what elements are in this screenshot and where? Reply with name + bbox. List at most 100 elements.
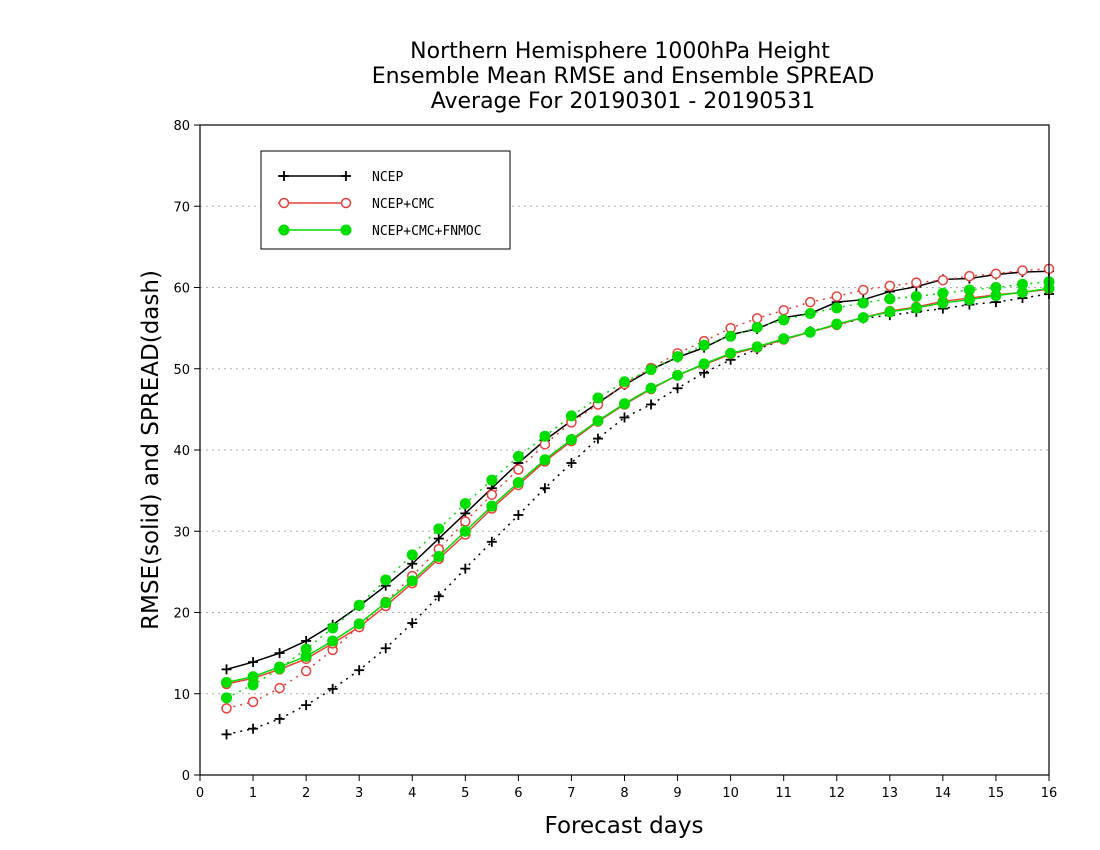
filled-circle-marker (619, 376, 630, 388)
filled-circle-marker (857, 297, 869, 309)
y-tick-label: 80 (173, 119, 190, 134)
series-ncep-cmc-rmse-line (226, 288, 1050, 685)
filled-circle-marker (353, 618, 365, 630)
x-tick-label: 14 (935, 786, 952, 801)
open-circle-marker (831, 291, 842, 302)
filled-circle-marker (274, 661, 286, 673)
filled-circle-marker (831, 318, 843, 330)
plus-marker (539, 483, 550, 494)
x-tick-label: 1 (249, 786, 257, 801)
filled-circle-marker (300, 650, 312, 662)
plus-marker (672, 383, 683, 394)
filled-circle-marker (672, 351, 684, 363)
plus-marker (274, 713, 285, 724)
filled-circle-marker (963, 294, 975, 306)
plus-marker (221, 729, 232, 740)
series-ncep-rmse-line (226, 270, 1050, 671)
open-circle-marker (460, 516, 471, 527)
filled-circle-marker (340, 224, 352, 236)
open-circle-marker (300, 665, 312, 677)
plus-marker (221, 664, 232, 675)
y-tick-label: 60 (173, 282, 190, 297)
plus-marker (354, 665, 365, 676)
filled-circle-marker (592, 392, 604, 404)
plus-marker (327, 683, 338, 694)
filled-circle-marker (1016, 286, 1028, 298)
chart-title-line-2: Ensemble Mean RMSE and Ensemble SPREAD (372, 64, 875, 89)
filled-circle-marker (910, 290, 922, 302)
filled-circle-marker (539, 430, 551, 442)
plus-marker (407, 558, 418, 569)
open-circle-marker (911, 277, 922, 288)
open-circle-marker (751, 313, 763, 324)
filled-circle-marker (963, 284, 975, 296)
filled-circle-marker (565, 410, 577, 422)
plus-marker (380, 643, 391, 654)
filled-circle-marker (645, 382, 657, 394)
open-circle-marker (221, 703, 232, 714)
plus-marker (341, 171, 351, 181)
plus-marker (274, 648, 285, 659)
filled-circle-marker (645, 364, 657, 376)
x-tick-label: 13 (882, 786, 899, 801)
x-tick-label: 16 (1041, 786, 1058, 801)
open-circle-marker (778, 305, 789, 316)
filled-circle-marker (672, 369, 684, 381)
filled-circle-marker (751, 341, 763, 353)
filled-circle-marker (353, 599, 365, 611)
open-circle-marker (858, 284, 869, 296)
filled-circle-marker (459, 498, 471, 510)
y-tick-label: 50 (173, 363, 190, 378)
plus-marker (248, 723, 259, 734)
open-circle-marker (964, 270, 975, 282)
series-ncep-cmc-fnmoc-spread-line (226, 281, 1050, 699)
filled-circle-marker (698, 358, 710, 370)
filled-circle-marker (247, 671, 259, 683)
filled-circle-marker (910, 302, 922, 314)
open-circle-marker (274, 682, 285, 694)
x-tick-label: 9 (673, 786, 681, 801)
filled-circle-marker (512, 477, 524, 488)
open-circle-marker (486, 489, 498, 500)
open-circle-marker (278, 197, 290, 209)
plus-marker (433, 591, 444, 602)
filled-circle-marker (327, 622, 339, 634)
filled-circle-marker (380, 597, 392, 609)
y-tick-label: 40 (173, 444, 190, 459)
filled-circle-marker (619, 398, 630, 410)
series-ncep-cmc-spread-line (226, 268, 1050, 710)
legend-label-ncep-cmc-fnmoc: NCEP+CMC+FNMOC (372, 224, 482, 239)
plus-marker (279, 171, 289, 181)
series-ncep-cmc-rmse-points (221, 283, 1055, 690)
series-ncep-cmc-fnmoc-rmse-line (226, 287, 1050, 684)
filled-circle-marker (221, 676, 233, 688)
chart-title-line-1: Northern Hemisphere 1000hPa Height (410, 39, 830, 64)
series-ncep-rmse-points (221, 266, 1054, 675)
filled-circle-marker (512, 451, 524, 462)
y-tick-label: 10 (173, 688, 190, 703)
filled-circle-marker (380, 574, 392, 586)
x-tick-label: 3 (355, 786, 363, 801)
x-axis-label: Forecast days (545, 813, 704, 839)
filled-circle-marker (406, 575, 418, 587)
x-tick-label: 11 (775, 786, 792, 801)
filled-circle-marker (857, 312, 869, 324)
open-circle-marker (247, 696, 259, 708)
filled-circle-marker (221, 692, 233, 704)
legend: NCEP NCEP+CMC NCEP+CMC+FNMOC (260, 150, 511, 250)
chart-title-line-3: Average For 20190301 - 20190531 (431, 89, 816, 114)
filled-circle-marker (804, 326, 816, 338)
filled-circle-marker (278, 224, 290, 236)
x-tick-label: 4 (408, 786, 416, 801)
filled-circle-marker (778, 333, 790, 345)
series-layer (221, 263, 1055, 740)
plus-marker (592, 433, 603, 444)
open-circle-marker (804, 296, 816, 308)
y-axis-label: RMSE(solid) and SPREAD(dash) (138, 270, 164, 630)
filled-circle-marker (327, 635, 339, 647)
open-circle-marker (513, 464, 524, 475)
filled-circle-marker (565, 433, 577, 445)
grid-lines (200, 205, 1049, 695)
